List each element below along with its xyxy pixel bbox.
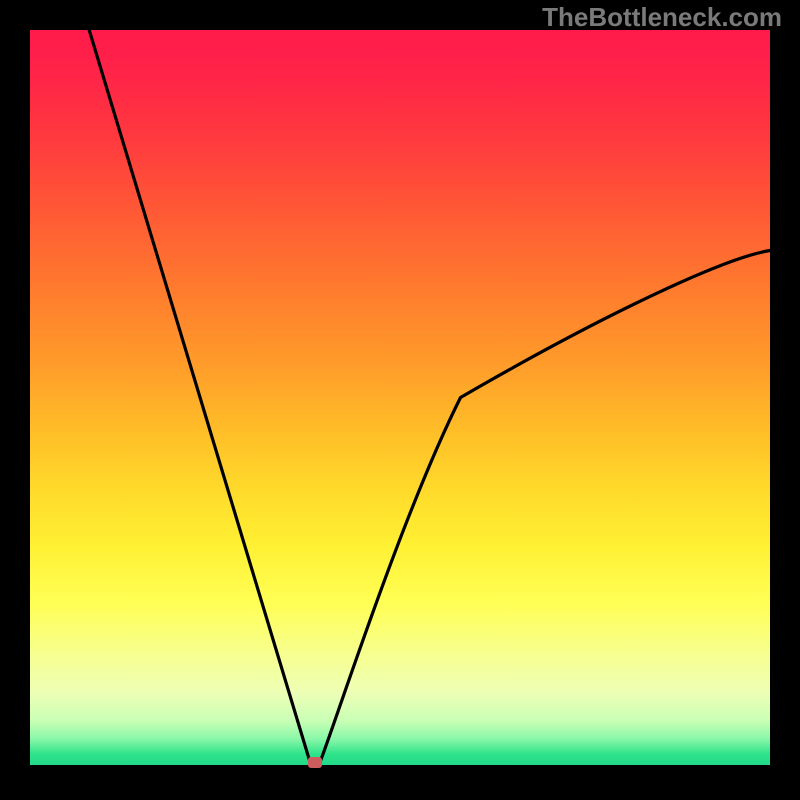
plot-area <box>30 30 770 765</box>
gradient-background <box>30 30 770 765</box>
chart-root: TheBottleneck.com <box>0 0 800 800</box>
watermark-text: TheBottleneck.com <box>542 2 782 33</box>
bottleneck-marker <box>308 757 322 768</box>
